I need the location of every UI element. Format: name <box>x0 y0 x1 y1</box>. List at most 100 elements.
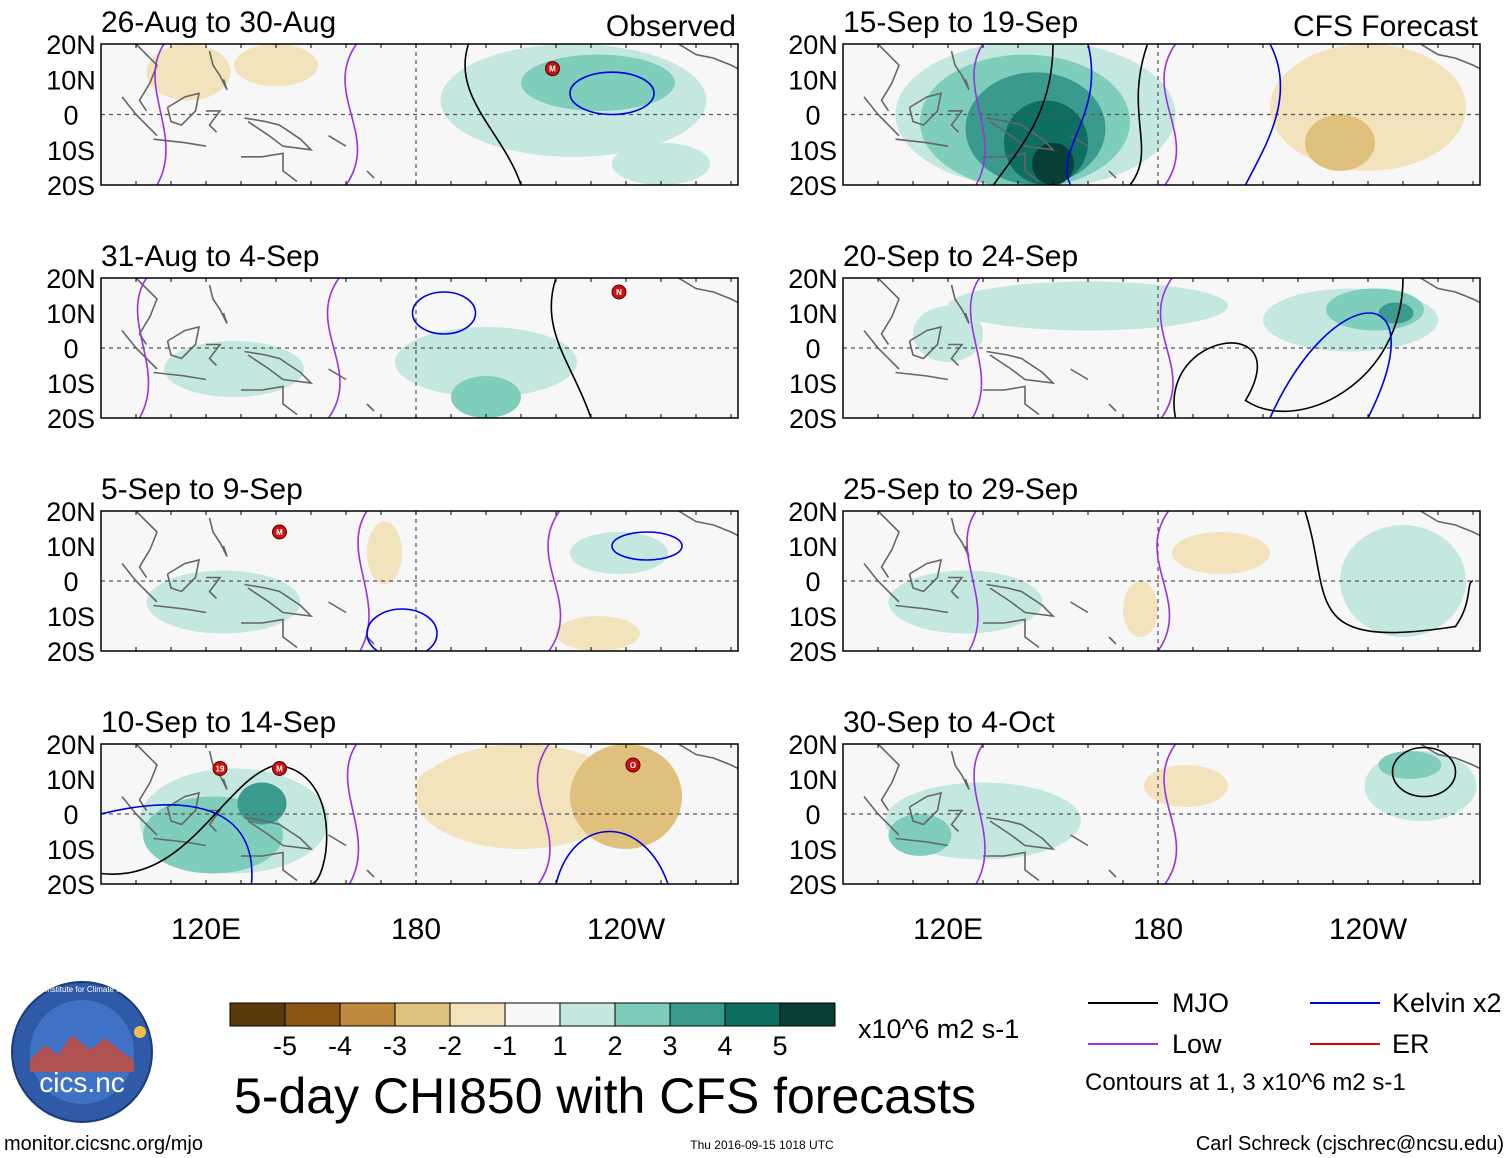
coastline <box>983 385 1040 416</box>
colorbar-swatch <box>779 1002 836 1027</box>
coastline <box>877 511 900 578</box>
mjo-contour <box>1129 44 1149 185</box>
lon-label: 120E <box>913 913 983 946</box>
lat-label: 20S <box>789 171 837 201</box>
panel-frame <box>100 743 739 885</box>
coastline <box>948 576 964 600</box>
anomaly-blob <box>948 281 1228 331</box>
colorbar-swatch <box>284 1002 341 1027</box>
mjo-contour <box>1391 746 1457 798</box>
lat-label: 20N <box>46 264 96 294</box>
storm-label: 19 <box>216 765 225 774</box>
coastline <box>1420 278 1480 304</box>
coastline <box>678 744 738 770</box>
coastlines <box>863 278 1480 416</box>
coastline <box>244 350 314 385</box>
panel-period: 26-Aug to 30-Aug <box>101 6 336 39</box>
logo-ring-text: Cooperative Institute for Climate and Sa… <box>0 985 164 994</box>
storm-symbol <box>272 761 287 776</box>
panel-frame <box>842 277 1481 419</box>
contours <box>969 278 1404 418</box>
anomaly-blob <box>146 570 301 634</box>
colorbar-units: x10^6 m2 s-1 <box>858 1014 1019 1044</box>
lat-label: 20S <box>47 870 95 900</box>
coastline <box>877 44 900 112</box>
storm-marker-icon: N <box>611 284 627 300</box>
lat-label: 10S <box>789 369 837 399</box>
panel-frame <box>100 277 739 419</box>
coastline <box>241 152 298 183</box>
legend-label: Low <box>1172 1029 1222 1059</box>
panel-frame <box>842 743 1481 885</box>
panel-period: 15-Sep to 19-Sep <box>843 6 1078 39</box>
lon-label: 120W <box>1329 913 1408 946</box>
colorbar-swatch <box>669 1002 726 1027</box>
coastline <box>1420 44 1480 70</box>
coastline <box>986 350 1056 385</box>
coastline <box>166 791 201 826</box>
contours <box>154 44 655 185</box>
coastline <box>208 50 228 91</box>
source-url: monitor.cicsnc.org/mjo <box>4 1133 203 1155</box>
lat-label: 20S <box>789 637 837 667</box>
storm-symbol <box>611 284 627 300</box>
coastline <box>950 750 970 790</box>
lat-label: 10S <box>789 835 837 865</box>
coastline <box>877 278 900 345</box>
coastline <box>1420 744 1480 770</box>
mjo-contour <box>550 278 592 418</box>
lat-label: 20N <box>46 730 96 760</box>
lon-label: 180 <box>391 913 441 946</box>
coastline <box>986 583 1056 618</box>
anomaly-blob <box>451 376 521 418</box>
lat-label: 10S <box>47 136 95 166</box>
coastline <box>983 851 1040 882</box>
contours <box>357 511 683 651</box>
coastline <box>1070 134 1089 147</box>
kelvin-contour <box>1244 44 1282 185</box>
lon-label: 120W <box>587 913 666 946</box>
storm-symbol <box>272 524 287 540</box>
lon-label: 180 <box>1133 913 1183 946</box>
low-contour <box>973 44 986 185</box>
lat-label: 10N <box>46 65 96 95</box>
anomaly-blob <box>416 765 486 807</box>
legend-note: Contours at 1, 3 x10^6 m2 s-1 <box>1085 1069 1406 1096</box>
kelvin-contour <box>611 531 683 561</box>
legend-label: ER <box>1392 1029 1430 1059</box>
lat-label: 10N <box>46 299 96 329</box>
coastline <box>678 278 738 304</box>
coastline <box>153 837 207 847</box>
coastline <box>948 809 964 833</box>
coastline <box>678 44 738 70</box>
coastline <box>1070 834 1089 847</box>
lat-label: 10S <box>47 835 95 865</box>
colorbar-swatch <box>229 1002 286 1027</box>
coastline <box>908 558 943 593</box>
anomaly-blob <box>1378 751 1442 779</box>
low-contour <box>346 744 360 884</box>
coastline <box>908 325 943 360</box>
lat-label: 20N <box>788 497 838 527</box>
kelvin-contour <box>101 804 253 884</box>
coastline <box>366 403 375 412</box>
anomaly-blob <box>570 532 668 574</box>
mjo-contour <box>1304 511 1474 634</box>
coastline <box>1108 170 1117 179</box>
storm-marker-icon: 19 <box>212 761 228 776</box>
lat-label: 0 <box>63 800 78 830</box>
low-contour <box>154 44 167 185</box>
anomaly-shading <box>913 281 1438 362</box>
coastline <box>908 92 943 126</box>
coastlines <box>121 744 738 882</box>
colorbar-swatch <box>559 1002 616 1027</box>
storm-symbol <box>545 61 560 77</box>
coastline <box>1070 368 1089 381</box>
colorbar-label: -5 <box>273 1031 297 1061</box>
logo-sun <box>134 1026 146 1038</box>
contours <box>973 744 1457 884</box>
panel-period: 25-Sep to 29-Sep <box>843 473 1078 506</box>
